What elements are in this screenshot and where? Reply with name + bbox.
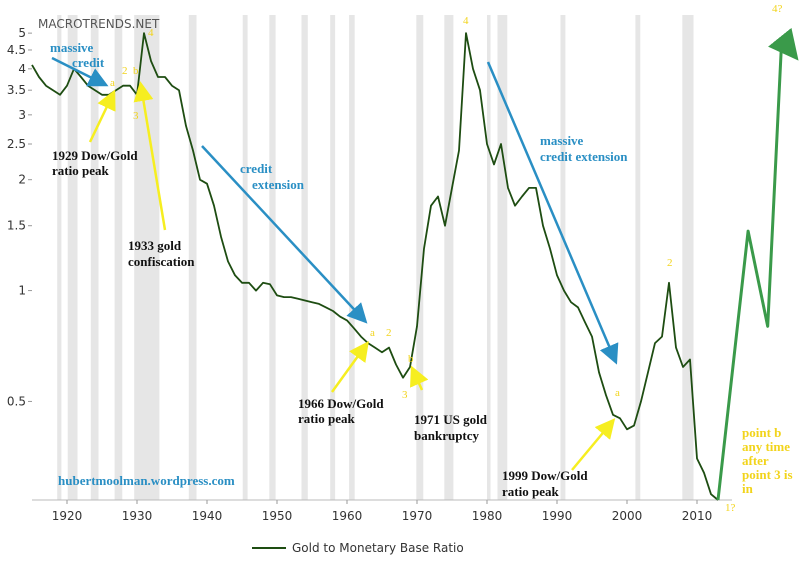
arrow: [410, 365, 429, 391]
arrow: [133, 81, 167, 231]
annotation: credit extension: [540, 149, 628, 164]
recession-band: [416, 15, 424, 500]
x-tick-label: 1990: [542, 509, 573, 523]
arrow: [51, 56, 109, 87]
annotation: credit: [240, 161, 273, 176]
y-tick-label: 5: [18, 26, 26, 40]
x-tick-label: 1920: [52, 509, 83, 523]
arrow: [571, 418, 616, 471]
annotation: bankruptcy: [414, 428, 480, 443]
y-tick-label: 4: [18, 62, 26, 76]
source: MACROTRENDS.NET: [38, 17, 160, 31]
y-tick-label: 2.5: [7, 137, 26, 151]
wave-label: 4: [463, 15, 469, 27]
recession-band: [444, 15, 454, 500]
x-tick-label: 2000: [612, 509, 643, 523]
annotation: credit: [72, 55, 105, 70]
annotation: point b: [742, 425, 781, 440]
recession-band: [67, 15, 78, 500]
y-tick-label: 4.5: [7, 43, 26, 57]
data-line: [31, 32, 719, 501]
recession-band: [497, 15, 508, 500]
recession-band: [349, 15, 355, 500]
recession-band: [114, 15, 123, 500]
wave-label: 3: [402, 389, 408, 401]
recession-band: [90, 15, 99, 500]
annotation: any time: [742, 439, 790, 454]
arrow: [486, 61, 619, 365]
recession-band: [682, 15, 694, 500]
annotation: ratio peak: [298, 411, 355, 426]
x-tick-label: 1970: [402, 509, 433, 523]
recession-band: [560, 15, 566, 500]
recession-band: [487, 15, 491, 500]
y-tick-label: 1: [18, 284, 26, 298]
annotation: massive: [540, 133, 584, 148]
x-tick-label: 1950: [262, 509, 293, 523]
wave-label: 1?: [725, 502, 736, 514]
wave-label: a: [110, 77, 115, 89]
annotation: 1971 US gold: [414, 412, 488, 427]
wave-label: a: [615, 387, 620, 399]
arrows: [51, 56, 619, 471]
arrow: [201, 145, 368, 324]
y-tick-label: 0.5: [7, 394, 26, 408]
annotation: 1933 gold: [128, 238, 182, 253]
wave-label: 2: [122, 65, 128, 77]
projection-line: [716, 27, 799, 501]
x-tick-label: 1980: [472, 509, 503, 523]
annotation: point 3 is: [742, 467, 793, 482]
annotation: 1999 Dow/Gold: [502, 468, 588, 483]
wave-label: b: [408, 353, 414, 365]
wave-label: 3: [133, 110, 139, 122]
wave-label: b: [133, 65, 139, 77]
y-tick-label: 3: [18, 108, 26, 122]
recession-band: [635, 15, 641, 500]
y-tick-label: 1.5: [7, 219, 26, 233]
arrow: [88, 89, 116, 143]
x-tick-label: 1940: [192, 509, 223, 523]
recession-band: [242, 15, 248, 500]
x-tick-label: 1930: [122, 509, 153, 523]
recession-band: [188, 15, 197, 500]
wave-label: 2: [667, 257, 673, 269]
annotation: 1966 Dow/Gold: [298, 396, 384, 411]
annotation: massive: [50, 40, 94, 55]
annotation: extension: [252, 177, 305, 192]
annotation: after: [742, 453, 769, 468]
wave-label: a: [370, 327, 375, 339]
annotation: in: [742, 481, 754, 496]
plot: [31, 27, 799, 501]
wave-label: 4: [148, 27, 154, 39]
legend-label: Gold to Monetary Base Ratio: [292, 541, 464, 555]
annotation: 1929 Dow/Gold: [52, 148, 138, 163]
annotation: ratio peak: [502, 484, 559, 499]
arrow: [330, 340, 369, 393]
wave-label: 2: [386, 327, 392, 339]
recession-band: [330, 15, 336, 500]
x-tick-label: 2010: [682, 509, 713, 523]
recession-band: [269, 15, 276, 500]
y-tick-label: 2: [18, 173, 26, 187]
wave-label: 4?: [772, 3, 783, 15]
annotation: confiscation: [128, 254, 195, 269]
annotation: hubertmoolman.wordpress.com: [58, 473, 235, 488]
y-tick-label: 3.5: [7, 83, 26, 97]
recession-band: [57, 15, 62, 500]
annotation: ratio peak: [52, 163, 109, 178]
x-tick-label: 1960: [332, 509, 363, 523]
